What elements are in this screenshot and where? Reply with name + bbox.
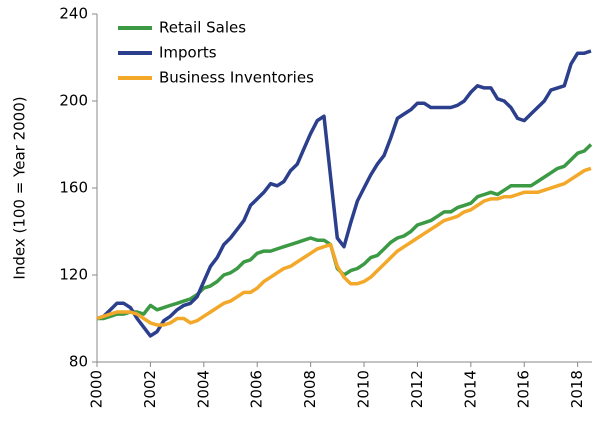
y-tick-label: 240 — [59, 5, 88, 23]
y-axis-label: Index (100 = Year 2000) — [11, 96, 29, 279]
x-tick-label: 2010 — [355, 370, 373, 408]
y-tick-label: 120 — [59, 266, 88, 284]
legend-label: Retail Sales — [159, 19, 246, 37]
x-tick-label: 2000 — [88, 370, 106, 408]
x-tick-label: 2004 — [194, 370, 212, 408]
x-tick-label: 2006 — [248, 370, 266, 408]
x-tick-label: 2014 — [461, 370, 479, 408]
legend-label: Imports — [159, 44, 217, 62]
y-tick-label: 160 — [59, 179, 88, 197]
x-tick-label: 2018 — [568, 370, 586, 408]
series-line — [96, 166, 592, 327]
series-line — [97, 143, 593, 321]
legend-label: Business Inventories — [159, 69, 314, 87]
y-tick-label: 80 — [69, 353, 88, 371]
x-tick-label: 2016 — [515, 370, 533, 408]
series-line — [96, 49, 592, 338]
x-tick-label: 2002 — [141, 370, 159, 408]
x-tick-label: 2012 — [408, 370, 426, 408]
y-tick-label: 200 — [59, 92, 88, 110]
x-tick-label: 2008 — [301, 370, 319, 408]
